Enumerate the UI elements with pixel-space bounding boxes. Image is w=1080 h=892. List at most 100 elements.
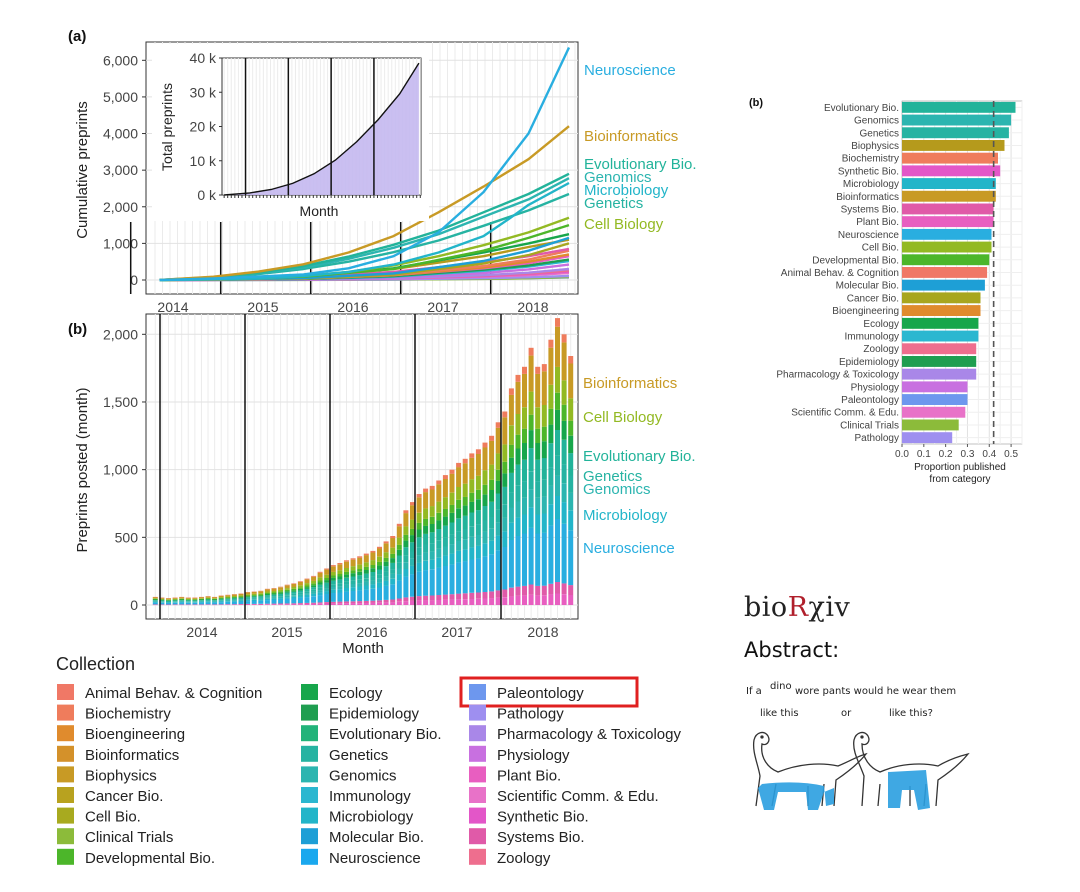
stacked-bar-segment xyxy=(568,363,574,399)
stacked-bar-segment xyxy=(278,591,284,593)
stacked-bar-segment xyxy=(370,550,376,553)
stacked-bar-segment xyxy=(172,601,178,602)
stacked-bar-segment xyxy=(436,540,442,549)
stacked-bar-segment xyxy=(258,595,264,597)
stacked-bar-segment xyxy=(370,552,376,561)
legend-label: Paleontology xyxy=(497,685,584,702)
stacked-bar-segment xyxy=(238,601,244,604)
stacked-bar-segment xyxy=(396,568,402,575)
stacked-bar-segment xyxy=(462,496,468,506)
stacked-bar-segment xyxy=(390,553,396,558)
stacked-bar-segment xyxy=(192,601,198,603)
stacked-bar-segment xyxy=(304,597,310,603)
stacked-bar-segment xyxy=(561,404,567,421)
stacked-bar-segment xyxy=(304,579,310,584)
legend-label: Microbiology xyxy=(329,809,414,826)
stacked-bar-segment xyxy=(205,599,211,600)
stacked-bar-segment xyxy=(495,510,501,523)
stacked-bar-segment xyxy=(548,525,554,584)
stacked-bar-segment xyxy=(462,515,468,529)
stacked-bar-segment xyxy=(482,520,488,532)
stacked-bar-segment xyxy=(370,572,376,577)
stacked-bar-segment xyxy=(297,585,303,588)
stacked-bar-segment xyxy=(442,475,448,479)
stacked-bar-segment xyxy=(535,428,541,443)
panel-b-end-label: Genomics xyxy=(583,481,651,498)
stacked-bar-segment xyxy=(152,601,158,602)
stacked-bar-segment xyxy=(396,601,402,605)
panel-b-right-category-label: Evolutionary Bio. xyxy=(824,103,899,114)
stacked-bar-segment xyxy=(278,586,284,588)
legend-label: Plant Bio. xyxy=(497,767,561,784)
panel-a-y-tick-label: 3,000 xyxy=(103,162,138,178)
stacked-bar-segment xyxy=(396,549,402,556)
stacked-bar-segment xyxy=(495,493,501,510)
stacked-bar-segment xyxy=(199,600,204,601)
stacked-bar-segment xyxy=(152,598,158,599)
stacked-bar-segment xyxy=(212,597,218,599)
stacked-bar-segment xyxy=(172,597,178,599)
panel-b-right-category-label: Bioinformatics xyxy=(836,192,899,203)
stacked-bar-segment xyxy=(304,603,310,605)
stacked-bar-segment xyxy=(330,575,336,578)
legend-swatch xyxy=(301,704,318,721)
stacked-bar-segment xyxy=(541,441,547,459)
stacked-bar-segment xyxy=(258,598,264,600)
legend: Animal Behav. & Cognition Biochemistry Bio… xyxy=(57,676,681,867)
stacked-bar-segment xyxy=(264,603,270,605)
proportion-bar xyxy=(902,279,985,291)
stacked-bar-segment xyxy=(416,512,422,523)
stacked-bar-segment xyxy=(429,543,435,552)
stacked-bar-segment xyxy=(264,598,270,601)
legend-label: Ecology xyxy=(329,685,383,702)
stacked-bar-segment xyxy=(238,596,244,598)
stacked-bar-segment xyxy=(337,603,343,605)
stacked-bar-segment xyxy=(436,512,442,521)
stacked-bar-segment xyxy=(541,479,547,497)
stacked-bar-segment xyxy=(225,595,231,597)
stacked-bar-segment xyxy=(515,414,521,435)
stacked-bar-segment xyxy=(192,602,198,605)
panel-b-right-category-label: Animal Behav. & Cognition xyxy=(781,268,899,279)
stacked-bar-segment xyxy=(166,602,171,603)
stacked-bar-segment xyxy=(383,602,389,605)
stacked-bar-segment xyxy=(192,599,198,601)
stacked-bar-segment xyxy=(515,595,521,605)
stacked-bar-segment xyxy=(199,597,204,599)
stacked-bar-segment xyxy=(403,601,409,605)
stacked-bar-segment xyxy=(475,454,481,476)
stacked-bar-segment xyxy=(304,602,310,604)
proportion-bar xyxy=(902,165,1001,177)
stacked-bar-segment xyxy=(403,534,409,541)
stacked-bar-segment xyxy=(535,407,541,429)
stacked-bar-segment xyxy=(462,539,468,550)
stacked-bar-segment xyxy=(317,590,323,593)
proportion-bar xyxy=(902,406,966,418)
stacked-bar-segment xyxy=(568,595,574,605)
proportion-bar xyxy=(902,241,992,253)
stacked-bar-segment xyxy=(482,494,488,506)
stacked-bar-segment xyxy=(489,598,495,605)
stacked-bar-segment xyxy=(264,593,270,594)
panel-a-end-label: Bioinformatics xyxy=(584,128,678,145)
stacked-bar-segment xyxy=(390,602,396,605)
stacked-bar-segment xyxy=(330,584,336,587)
stacked-bar-segment xyxy=(423,560,429,571)
stacked-bar-segment xyxy=(297,604,303,605)
stacked-bar-segment xyxy=(482,484,488,495)
stacked-bar-segment xyxy=(297,590,303,593)
stacked-bar-segment xyxy=(449,522,455,535)
inset-chart: 0 k 10 k 20 k 30 k 40 k xyxy=(152,44,429,221)
stacked-bar-segment xyxy=(515,434,521,449)
stacked-bar-segment xyxy=(528,448,534,472)
stacked-bar-segment xyxy=(337,592,343,602)
stacked-bar-segment xyxy=(528,355,534,392)
panel-b-end-label: Microbiology xyxy=(583,507,668,524)
stacked-bar-segment xyxy=(377,587,382,601)
stacked-bar-segment xyxy=(363,581,369,586)
stacked-bar-segment xyxy=(449,553,455,565)
stacked-bar-segment xyxy=(291,587,297,589)
stacked-bar-segment xyxy=(363,589,369,601)
legend-label: Clinical Trials xyxy=(85,829,173,846)
proportion-bar xyxy=(902,127,1009,139)
